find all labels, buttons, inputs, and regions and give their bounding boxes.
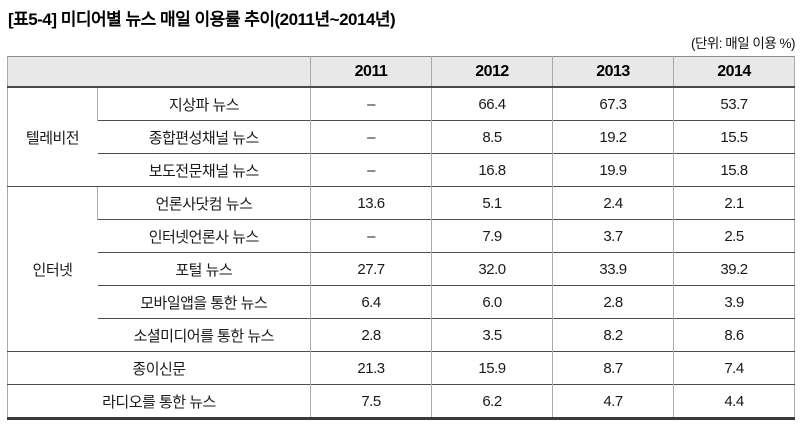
cell-value: 7.4 <box>673 351 795 385</box>
table-row: 라디오를 통한 뉴스 7.5 6.2 4.7 4.4 <box>7 384 795 419</box>
cell-value: 15.5 <box>673 120 795 154</box>
cell-value: 4.4 <box>673 384 795 419</box>
cell-value: 21.3 <box>310 351 432 385</box>
cell-value: 8.6 <box>673 318 795 352</box>
cell-value: 33.9 <box>552 252 674 286</box>
news-usage-table: 2011 2012 2013 2014 텔레비전 지상파 뉴스 – 66.4 6… <box>7 56 795 420</box>
unit-note: (단위: 매일 이용 %) <box>690 36 796 51</box>
table-row: 인터넷언론사 뉴스 – 7.9 3.7 2.5 <box>8 219 795 253</box>
table-row: 포털 뉴스 27.7 32.0 33.9 39.2 <box>8 252 795 286</box>
cell-value: 3.7 <box>552 219 674 253</box>
year-header-2014: 2014 <box>673 56 795 88</box>
table-row: 모바일앱을 통한 뉴스 6.4 6.0 2.8 3.9 <box>8 285 795 319</box>
cell-value: 53.7 <box>673 86 795 121</box>
cell-value: 2.1 <box>673 186 795 220</box>
cell-value: 15.9 <box>431 351 553 385</box>
cell-value: 6.0 <box>431 285 553 319</box>
row-label: 보도전문채널 뉴스 <box>97 153 311 187</box>
cell-value: 15.8 <box>673 153 795 187</box>
table-row: 인터넷 언론사닷컴 뉴스 13.6 5.1 2.4 2.1 <box>7 186 795 352</box>
group-cell-internet: 인터넷 <box>7 186 98 352</box>
page-title: [표5-4] 미디어별 뉴스 매일 이용률 추이(2011년~2014년) <box>8 10 396 29</box>
cell-value: – <box>310 219 432 253</box>
year-header-2012: 2012 <box>431 56 553 88</box>
row-label-radio-news: 라디오를 통한 뉴스 <box>7 384 311 419</box>
row-label: 언론사닷컴 뉴스 <box>97 186 311 220</box>
cell-value: – <box>310 86 432 121</box>
corner-cell <box>7 56 311 88</box>
cell-value: 2.5 <box>673 219 795 253</box>
year-header-2013: 2013 <box>552 56 674 88</box>
cell-value: 4.7 <box>552 384 674 419</box>
cell-value: 3.5 <box>431 318 553 352</box>
cell-value: 16.8 <box>431 153 553 187</box>
cell-value: 67.3 <box>552 86 674 121</box>
cell-value: 7.5 <box>310 384 432 419</box>
row-label: 지상파 뉴스 <box>97 86 311 121</box>
cell-value: 27.7 <box>310 252 432 286</box>
cell-value: 8.5 <box>431 120 553 154</box>
group-cell-television: 텔레비전 <box>7 86 98 187</box>
table-row: 종이신문 21.3 15.9 8.7 7.4 <box>7 351 795 385</box>
row-label: 포털 뉴스 <box>97 252 311 286</box>
cell-value: – <box>310 120 432 154</box>
cell-value: 32.0 <box>431 252 553 286</box>
cell-value: 7.9 <box>431 219 553 253</box>
cell-value: 39.2 <box>673 252 795 286</box>
cell-value: 8.7 <box>552 351 674 385</box>
row-label: 소셜미디어를 통한 뉴스 <box>97 318 311 352</box>
header-row: 2011 2012 2013 2014 <box>7 56 795 88</box>
table-row: 소셜미디어를 통한 뉴스 2.8 3.5 8.2 8.6 <box>8 318 795 352</box>
table-row: 보도전문채널 뉴스 – 16.8 19.9 15.8 <box>8 153 795 187</box>
cell-value: 13.6 <box>310 186 432 220</box>
cell-value: 66.4 <box>431 86 553 121</box>
table-header: 2011 2012 2013 2014 <box>7 56 795 88</box>
cell-value: 8.2 <box>552 318 674 352</box>
cell-value: 2.8 <box>552 285 674 319</box>
cell-value: – <box>310 153 432 187</box>
cell-value: 6.4 <box>310 285 432 319</box>
cell-value: 5.1 <box>431 186 553 220</box>
row-label: 인터넷언론사 뉴스 <box>97 219 311 253</box>
cell-value: 6.2 <box>431 384 553 419</box>
cell-value: 3.9 <box>673 285 795 319</box>
year-header-2011: 2011 <box>310 56 432 88</box>
table-row: 종합편성채널 뉴스 – 8.5 19.2 15.5 <box>8 120 795 154</box>
row-label: 종합편성채널 뉴스 <box>97 120 311 154</box>
row-label: 모바일앱을 통한 뉴스 <box>97 285 311 319</box>
cell-value: 2.4 <box>552 186 674 220</box>
cell-value: 19.2 <box>552 120 674 154</box>
cell-value: 2.8 <box>310 318 432 352</box>
cell-value: 19.9 <box>552 153 674 187</box>
table-row: 텔레비전 지상파 뉴스 – 66.4 67.3 53.7 <box>7 86 795 187</box>
row-label-paper-newspaper: 종이신문 <box>7 351 311 385</box>
